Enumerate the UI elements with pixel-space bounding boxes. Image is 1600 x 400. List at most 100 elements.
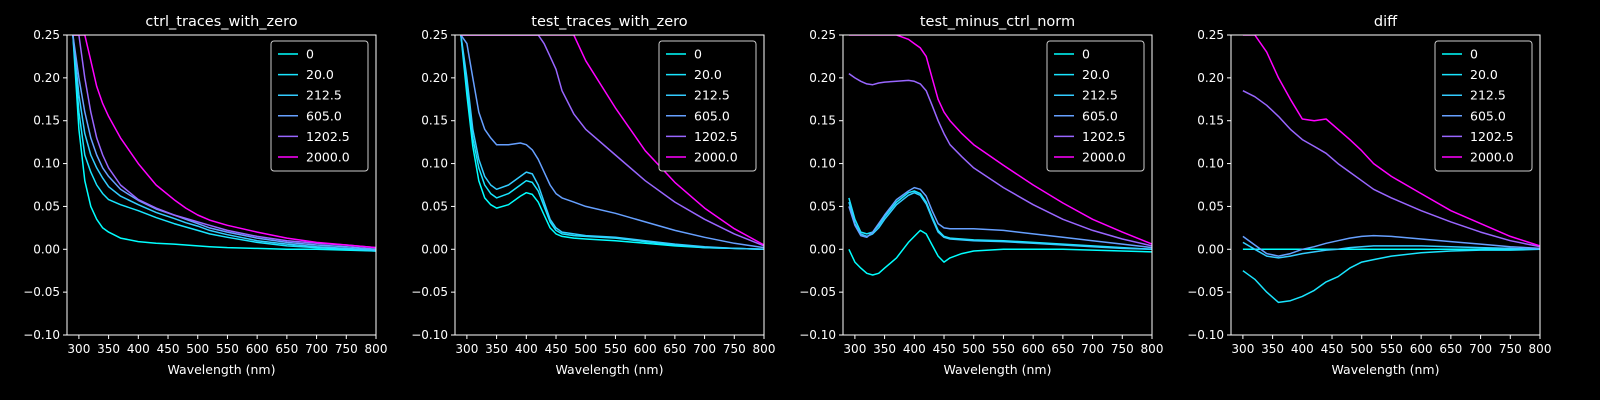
legend-label: 0 bbox=[306, 47, 314, 62]
series-line-212.5 bbox=[72, 35, 376, 251]
y-tick-label: 0.00 bbox=[421, 242, 448, 256]
y-tick-label: 0.05 bbox=[809, 199, 836, 213]
legend-label: 1202.5 bbox=[1082, 129, 1126, 144]
y-tick-label: 0.15 bbox=[1197, 114, 1224, 128]
x-tick-label: 500 bbox=[962, 342, 985, 356]
y-tick-label: −0.10 bbox=[23, 328, 60, 342]
x-tick-label: 700 bbox=[1469, 342, 1492, 356]
y-tick-label: −0.05 bbox=[411, 285, 448, 299]
x-tick-label: 650 bbox=[1051, 342, 1074, 356]
legend-label: 605.0 bbox=[1082, 108, 1118, 123]
y-tick-label: 0.10 bbox=[33, 157, 60, 171]
series-line-605.0 bbox=[1242, 234, 1540, 257]
x-tick-label: 700 bbox=[1081, 342, 1104, 356]
y-tick-label: 0.25 bbox=[421, 28, 448, 42]
series-line-2000.0 bbox=[1242, 35, 1540, 247]
legend-label: 20.0 bbox=[1082, 67, 1110, 82]
series-line-605.0 bbox=[460, 35, 764, 249]
x-axis-label: Wavelength (nm) bbox=[168, 362, 276, 377]
x-tick-label: 500 bbox=[186, 342, 209, 356]
y-tick-label: 0.25 bbox=[1197, 28, 1224, 42]
axes-frame bbox=[66, 34, 377, 336]
legend: 0 20.0 212.5 605.0 1202.5 2000.0 bbox=[1434, 40, 1533, 172]
x-tick-label: 750 bbox=[723, 342, 746, 356]
y-tick-label: −0.05 bbox=[799, 285, 836, 299]
x-tick-label: 500 bbox=[574, 342, 597, 356]
legend-label: 20.0 bbox=[1470, 67, 1498, 82]
axes-frame bbox=[842, 34, 1153, 336]
y-tick-label: 0.25 bbox=[809, 28, 836, 42]
series-line-20.0 bbox=[72, 35, 376, 252]
x-tick-label: 350 bbox=[97, 342, 120, 356]
x-tick-label: 550 bbox=[216, 342, 239, 356]
y-tick-label: −0.10 bbox=[1187, 328, 1224, 342]
y-tick-label: 0.20 bbox=[1197, 71, 1224, 85]
x-tick-label: 600 bbox=[1410, 342, 1433, 356]
chart-title: ctrl_traces_with_zero bbox=[145, 14, 297, 30]
x-tick-label: 600 bbox=[634, 342, 657, 356]
x-tick-label: 800 bbox=[1529, 342, 1552, 356]
x-tick-label: 400 bbox=[1291, 342, 1314, 356]
x-axis-label: Wavelength (nm) bbox=[1332, 362, 1440, 377]
legend-label: 212.5 bbox=[1470, 88, 1506, 103]
series-line-212.5 bbox=[848, 191, 1152, 251]
legend-label: 0 bbox=[1082, 47, 1090, 62]
y-tick-label: 0.25 bbox=[33, 28, 60, 42]
legend-box bbox=[270, 40, 369, 172]
series-line-1202.5 bbox=[848, 72, 1152, 247]
legend-box bbox=[658, 40, 757, 172]
y-tick-label: −0.05 bbox=[1187, 285, 1224, 299]
legend: 0 20.0 212.5 605.0 1202.5 2000.0 bbox=[270, 40, 369, 172]
plot-area bbox=[72, 35, 376, 252]
legend-label: 212.5 bbox=[694, 88, 730, 103]
legend-label: 212.5 bbox=[1082, 88, 1118, 103]
y-tick-label: 0.15 bbox=[33, 114, 60, 128]
y-tick-label: 0.10 bbox=[1197, 157, 1224, 171]
x-tick-label: 750 bbox=[1499, 342, 1522, 356]
y-tick-label: 0.15 bbox=[421, 114, 448, 128]
x-tick-label: 600 bbox=[1022, 342, 1045, 356]
series-line-1202.5 bbox=[72, 35, 376, 249]
legend-label: 212.5 bbox=[306, 88, 342, 103]
series-line-2000.0 bbox=[848, 35, 1152, 245]
plot-area bbox=[848, 35, 1152, 276]
x-tick-label: 350 bbox=[1261, 342, 1284, 356]
series-line-20.0 bbox=[460, 35, 764, 251]
legend-label: 2000.0 bbox=[1470, 150, 1514, 165]
y-tick-label: 0.20 bbox=[809, 71, 836, 85]
x-tick-label: 350 bbox=[485, 342, 508, 356]
legend: 0 20.0 212.5 605.0 1202.5 2000.0 bbox=[658, 40, 757, 172]
x-tick-label: 800 bbox=[753, 342, 776, 356]
x-tick-label: 550 bbox=[604, 342, 627, 356]
y-tick-label: 0.05 bbox=[1197, 199, 1224, 213]
x-tick-label: 350 bbox=[873, 342, 896, 356]
legend-label: 2000.0 bbox=[306, 150, 350, 165]
series-line-0 bbox=[460, 35, 764, 251]
x-tick-label: 700 bbox=[693, 342, 716, 356]
y-tick-label: 0.00 bbox=[33, 242, 60, 256]
y-tick-label: 0.05 bbox=[421, 199, 448, 213]
series-line-20.0 bbox=[848, 190, 1152, 251]
plot-area bbox=[460, 35, 764, 251]
y-tick-label: 0.00 bbox=[809, 242, 836, 256]
legend-box bbox=[1434, 40, 1533, 172]
chart-panel-1: ctrl_traces_with_zero 300 350 400 450 500 550 6… bbox=[23, 14, 387, 377]
axes-frame bbox=[454, 34, 765, 336]
y-tick-label: 0.05 bbox=[33, 199, 60, 213]
x-tick-label: 550 bbox=[992, 342, 1015, 356]
y-tick-label: −0.05 bbox=[23, 285, 60, 299]
legend-label: 2000.0 bbox=[694, 150, 738, 165]
x-tick-label: 450 bbox=[933, 342, 956, 356]
x-tick-label: 800 bbox=[365, 342, 388, 356]
chart-title: test_minus_ctrl_norm bbox=[920, 14, 1075, 30]
series-line-20.0 bbox=[1242, 248, 1540, 304]
legend: 0 20.0 212.5 605.0 1202.5 2000.0 bbox=[1046, 40, 1145, 172]
axes-frame bbox=[1230, 34, 1541, 336]
series-line-1202.5 bbox=[460, 35, 764, 247]
legend-label: 1202.5 bbox=[1470, 129, 1514, 144]
legend-label: 1202.5 bbox=[306, 129, 350, 144]
chart-title: diff bbox=[1374, 14, 1398, 30]
legend-label: 20.0 bbox=[306, 67, 334, 82]
y-tick-label: 0.15 bbox=[809, 114, 836, 128]
